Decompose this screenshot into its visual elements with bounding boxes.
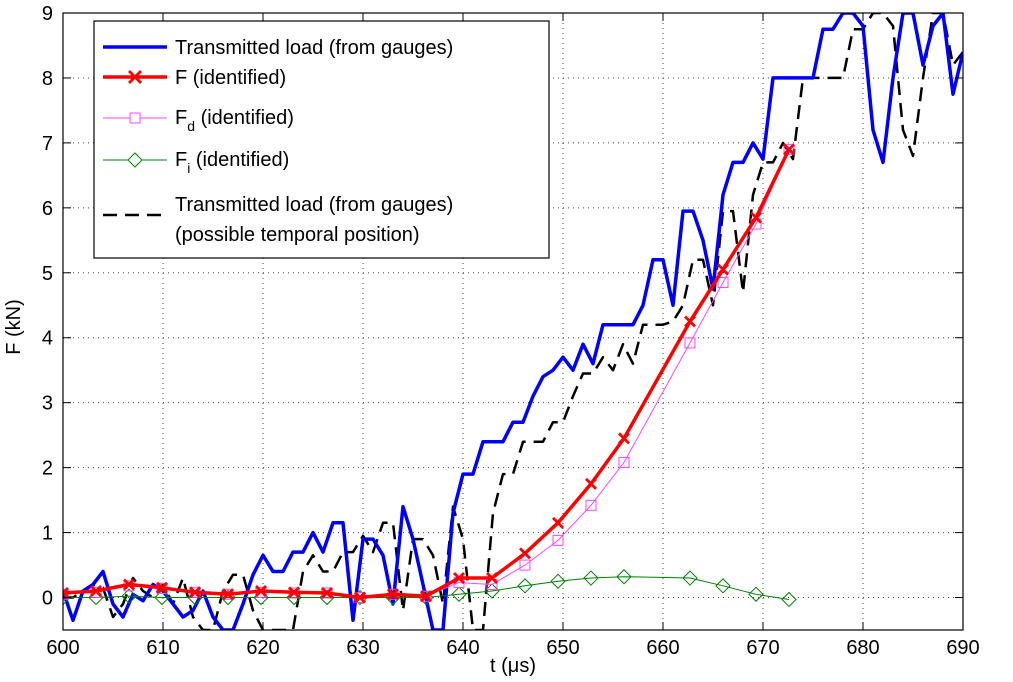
x-tick-label: 610 [146,637,179,659]
point-marker [585,477,597,490]
x-tick-label: 640 [446,637,479,659]
series-layer [63,13,963,630]
x-tick-label: 620 [246,637,279,659]
x-tick-labels: 600 610 620 630 640 650 660 670 680 690 [46,637,979,659]
series-0 [63,13,963,630]
point-marker [90,585,102,598]
series-line-3 [63,576,790,600]
point-marker [585,499,597,511]
x-tick-label: 670 [746,637,779,659]
point-marker [684,315,696,328]
legend: Transmitted load (from gauges) F (identi… [93,20,550,259]
y-tick-label: 0 [42,588,53,610]
y-tick-label: 1 [42,523,53,545]
y-tick-label: 9 [42,3,53,25]
series-1 [63,143,795,604]
point-marker [519,559,531,571]
point-marker [750,211,762,224]
plot-frame [62,12,964,631]
point-marker [519,547,531,560]
point-marker [618,456,630,468]
legend-box [93,20,550,259]
point-marker [717,263,729,276]
point-marker [517,578,533,594]
point-marker [354,591,366,604]
y-tick-label: 5 [42,263,53,285]
point-marker [156,581,168,594]
point-marker [486,572,498,585]
x-tick-label: 630 [346,637,379,659]
point-marker [783,143,795,155]
point-marker [121,588,137,604]
point-marker [616,569,632,585]
x-tick-label: 690 [946,637,979,659]
y-tick-label: 6 [42,198,53,220]
point-marker [550,573,566,589]
point-marker [684,337,696,349]
point-marker [748,586,764,602]
y-tick-label: 8 [42,68,53,90]
legend-marker-fi [127,152,143,168]
point-marker [321,586,333,599]
ticks [62,12,964,630]
point-marker [453,572,465,585]
x-tick-label: 680 [846,637,879,659]
point-marker [189,586,201,599]
point-marker [154,589,170,606]
point-marker [715,578,731,594]
y-axis-title: F (kN) [3,299,25,355]
legend-label-possible-2: (possible temporal position) [175,224,420,246]
x-tick-label: 660 [646,637,679,659]
point-marker [618,432,630,445]
point-marker [583,570,599,586]
legend-marker-f [128,70,142,84]
point-marker [420,590,432,603]
series-line-0 [63,13,963,630]
y-tick-label: 4 [42,328,53,350]
point-marker [682,570,698,586]
y-tick-label: 3 [42,393,53,415]
point-marker [783,143,795,156]
point-marker [387,588,399,601]
y-tick-label: 7 [42,133,53,155]
point-marker [288,586,300,599]
point-marker [123,578,135,591]
series-line-1 [63,148,791,600]
legend-marker-fd [129,112,141,124]
point-marker [451,586,467,602]
legend-label-f: F (identified) [175,67,286,89]
point-marker [63,586,69,599]
y-tick-labels: 0 1 2 3 4 5 6 7 8 9 [42,3,53,610]
legend-label-possible-1: Transmitted load (from gauges) [175,194,453,216]
y-tick-label: 2 [42,458,53,480]
point-marker [222,588,234,601]
point-marker [552,534,564,546]
point-marker [552,516,564,529]
point-marker [781,591,797,608]
x-tick-label: 650 [546,637,579,659]
point-marker [255,585,267,598]
x-axis-title: t (μs) [490,655,536,677]
legend-label-transmitted: Transmitted load (from gauges) [175,37,453,59]
x-tick-label: 600 [46,637,79,659]
point-marker [717,277,729,289]
